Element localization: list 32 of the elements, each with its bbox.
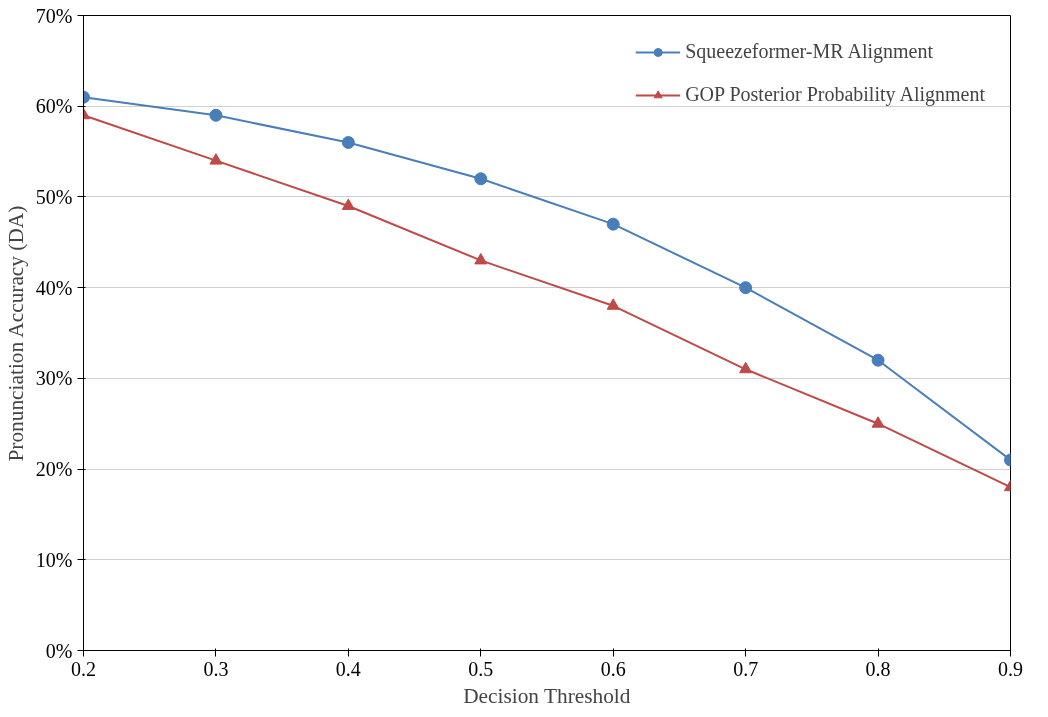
point [606,298,620,310]
y-tick-label: 30% [35,367,73,390]
x-tick-label: 0.9 [998,657,1023,680]
x-tick-label: 0.2 [71,657,96,680]
point [209,108,223,122]
point [209,153,223,165]
legend-label: Squeezeformer-MR Alignment [685,40,934,63]
x-axis-title: Decision Threshold [463,683,631,708]
x-tick-label: 0.6 [600,657,626,680]
legend-label: GOP Posterior Probability Alignment [685,83,985,106]
point [739,281,753,295]
x-tick-label: 0.7 [733,657,759,680]
y-tick-label: 10% [35,548,73,571]
point [871,416,885,428]
y-tick-label: 20% [35,458,73,481]
x-tick-label: 0.3 [203,657,229,680]
x-tick-label: 0.4 [335,657,361,680]
x-tick-label: 0.8 [865,657,891,680]
point [474,253,488,265]
point [341,136,355,149]
point [739,361,753,374]
x-tick-label: 0.5 [468,657,494,680]
point [474,172,488,186]
point [341,198,355,210]
point [606,217,620,231]
y-tick-label: 70% [35,4,73,27]
y-tick-label: 40% [35,276,73,299]
y-tick-label: 50% [35,185,73,208]
y-axis-title: Pronunciation Accuracy (DA) [3,205,28,462]
y-tick-label: 0% [45,639,73,662]
y-tick-label: 60% [35,95,73,118]
point [871,353,885,367]
